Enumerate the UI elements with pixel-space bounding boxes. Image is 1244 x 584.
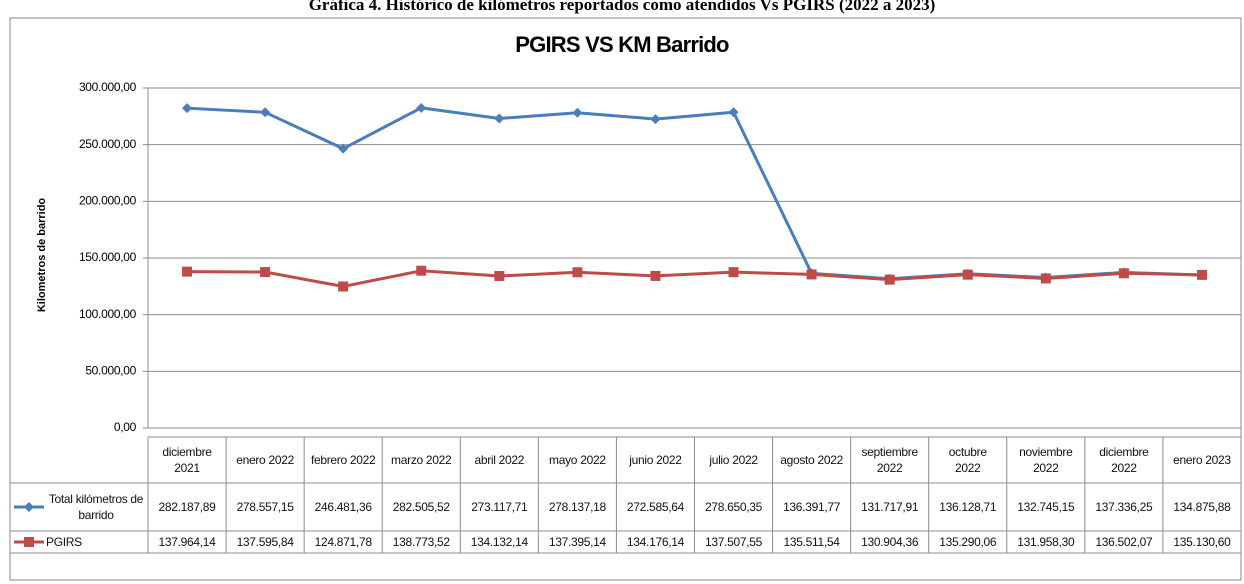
data-label: 278.557,15 [236, 499, 294, 514]
y-tick-label: 100.000,00 [79, 307, 137, 321]
x-tick-label: junio 2022 [629, 452, 682, 467]
marker [650, 114, 661, 125]
x-tick-label: marzo 2022 [391, 452, 452, 467]
marker [572, 267, 583, 278]
data-label: 131.958,30 [1017, 534, 1075, 549]
marker [494, 270, 505, 281]
marker [182, 266, 193, 277]
marker [962, 269, 973, 280]
data-label: 136.502,07 [1095, 534, 1153, 549]
x-tick-label: octubre 2022 [948, 444, 987, 475]
data-label: 278.137,18 [548, 499, 606, 514]
data-label: 137.964,14 [158, 534, 216, 549]
marker [1196, 269, 1207, 280]
data-label: 282.187,89 [158, 499, 216, 514]
data-label: 134.875,88 [1173, 499, 1231, 514]
legend-marker [24, 502, 34, 512]
y-tick-label: 250.000,00 [79, 137, 137, 151]
marker [416, 102, 427, 113]
marker [182, 103, 193, 114]
data-label: 246.481,36 [314, 499, 372, 514]
marker [884, 274, 895, 285]
marker [650, 270, 661, 281]
y-tick-label: 150.000,00 [79, 250, 137, 264]
marker [806, 269, 817, 280]
marker [728, 107, 739, 118]
marker [572, 107, 583, 118]
y-axis-label: Kilometros de barrido [36, 198, 48, 313]
data-label: 138.773,52 [392, 534, 450, 549]
data-label: 137.395,14 [548, 534, 606, 549]
series-line [187, 269, 1202, 289]
marker [338, 281, 349, 292]
data-label: 124.871,78 [314, 534, 372, 549]
data-label: 135.290,06 [939, 534, 997, 549]
legend-label: Total kilómetros de barrido [48, 491, 144, 522]
data-label: 273.117,71 [471, 499, 528, 514]
chart-frame [9, 17, 1242, 581]
marker [1118, 268, 1129, 279]
data-label: 131.717,91 [861, 499, 919, 514]
legend-marker [24, 537, 34, 547]
data-label: 130.904,36 [861, 534, 919, 549]
x-tick-label: noviembre 2022 [1019, 444, 1073, 475]
x-tick-label: diciembre 2021 [162, 444, 212, 475]
marker [260, 267, 271, 278]
marker [728, 267, 739, 278]
marker [494, 113, 505, 124]
x-tick-label: mayo 2022 [549, 452, 606, 467]
caption: Gráfica 4. Histórico de kilómetros repor… [309, 0, 936, 14]
y-tick-label: 300.000,00 [79, 80, 137, 94]
data-label: 272.585,64 [626, 499, 684, 514]
data-label: 137.336,25 [1095, 499, 1153, 514]
x-tick-label: diciembre 2022 [1099, 444, 1149, 475]
legend-label: PGIRS [46, 534, 82, 549]
x-tick-label: abril 2022 [474, 452, 525, 467]
data-label: 134.176,14 [626, 534, 684, 549]
x-tick-label: septiembre 2022 [861, 444, 918, 475]
x-tick-label: julio 2022 [709, 452, 758, 467]
y-tick-label: 200.000,00 [79, 194, 137, 208]
data-label: 136.128,71 [939, 499, 997, 514]
chart-title: PGIRS VS KM Barrido [515, 32, 729, 57]
x-tick-label: febrero 2022 [310, 452, 376, 467]
data-label: 136.391,77 [783, 499, 841, 514]
marker [338, 143, 349, 154]
marker [416, 265, 427, 276]
x-tick-label: enero 2023 [1173, 452, 1231, 467]
data-label: 135.130,60 [1173, 534, 1231, 549]
series-line [186, 106, 1203, 281]
data-label: 134.132,14 [470, 534, 528, 549]
y-tick-label: 0,00 [114, 420, 137, 434]
x-tick-label: agosto 2022 [780, 452, 843, 467]
marker [260, 107, 271, 118]
x-tick-label: enero 2022 [236, 452, 294, 467]
data-label: 278.650,35 [705, 499, 763, 514]
marker [1040, 273, 1051, 284]
y-tick-label: 50.000,00 [85, 364, 136, 378]
data-label: 282.505,52 [392, 499, 450, 514]
data-label: 137.595,84 [236, 534, 294, 549]
data-label: 135.511,54 [783, 534, 840, 549]
data-label: 132.745,15 [1017, 499, 1075, 514]
data-label: 137.507,55 [705, 534, 763, 549]
